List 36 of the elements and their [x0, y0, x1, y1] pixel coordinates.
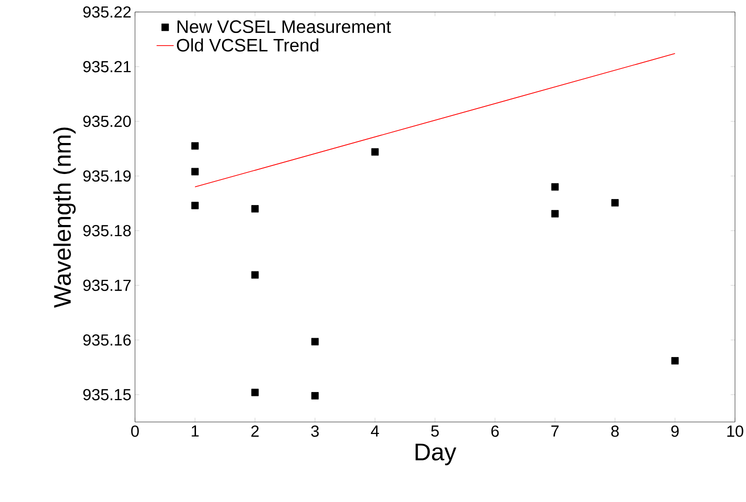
y-tick-label: 935.19: [83, 170, 131, 182]
point: [191, 142, 199, 150]
point: [191, 168, 199, 176]
point: [251, 388, 259, 396]
x-tick-label: 3: [311, 426, 319, 437]
x-tick-label: 7: [551, 426, 559, 437]
x-tick-label: 4: [370, 426, 379, 437]
y-tick-label: 935.15: [83, 388, 131, 400]
x-axis-title: Day: [416, 444, 456, 466]
point: [611, 199, 619, 206]
y-axis-title: Wavelength (nm): [53, 128, 76, 308]
legend-label: Old VCSEL Trend: [176, 38, 318, 52]
y-tick-label: 935.18: [83, 224, 131, 236]
x-tick-label: 9: [671, 426, 679, 437]
x-tick-label: 1: [192, 426, 199, 437]
y-tick-label: 935.17: [83, 280, 131, 291]
y-tick-label: 935.16: [83, 334, 131, 346]
x-tick-label: 10: [727, 426, 744, 437]
point: [311, 338, 319, 346]
point: [311, 392, 319, 400]
x-tick-label: 2: [251, 426, 259, 437]
point: [551, 183, 559, 191]
x-tick-label: 6: [491, 426, 499, 437]
point: [251, 271, 259, 279]
legend-label: New VCSEL Measurement: [178, 20, 391, 34]
point: [671, 357, 679, 364]
y-tick-label: 935.21: [83, 60, 131, 72]
x-tick-label: 0: [131, 426, 139, 437]
x-tick-label: 8: [611, 426, 619, 437]
point: [551, 210, 559, 218]
x-tick-label: 5: [431, 426, 439, 437]
y-tick-label: 935.20: [83, 116, 131, 127]
point: [251, 205, 259, 212]
y-tick-label: 935.22: [83, 6, 131, 18]
point: [191, 202, 199, 210]
point: [371, 148, 379, 156]
